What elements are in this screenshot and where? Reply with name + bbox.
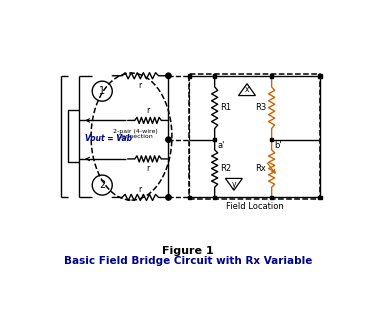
Circle shape: [166, 73, 171, 79]
Text: y: y: [232, 180, 236, 189]
Bar: [319, 196, 322, 199]
Text: Basic Field Bridge Circuit with Rx Variable: Basic Field Bridge Circuit with Rx Varia…: [63, 256, 312, 266]
Bar: [213, 196, 217, 199]
Text: Figure 1: Figure 1: [162, 246, 214, 256]
Bar: [270, 138, 273, 141]
Bar: [68, 110, 79, 162]
Bar: [319, 74, 322, 77]
Text: 2: 2: [99, 180, 105, 190]
Circle shape: [166, 195, 171, 200]
Bar: [213, 138, 217, 141]
Bar: [213, 74, 217, 77]
Text: r: r: [146, 164, 150, 173]
Text: x: x: [245, 85, 249, 94]
Text: 2-pair (4-wire)
Connection: 2-pair (4-wire) Connection: [113, 128, 158, 139]
Text: R2: R2: [220, 164, 231, 173]
Text: Field Location: Field Location: [226, 202, 284, 211]
Text: a': a': [218, 141, 225, 150]
Bar: [270, 74, 273, 77]
Text: r: r: [146, 106, 150, 115]
Bar: [188, 74, 191, 77]
Text: 1: 1: [99, 86, 105, 96]
Text: R3: R3: [255, 103, 266, 112]
Text: b: b: [70, 154, 76, 164]
Circle shape: [166, 137, 171, 142]
Text: Vout = Vab: Vout = Vab: [85, 134, 132, 143]
Text: a: a: [70, 116, 76, 125]
Bar: [189, 74, 320, 199]
Bar: [188, 196, 191, 199]
Bar: [270, 196, 273, 199]
Text: r: r: [139, 185, 142, 194]
Text: r: r: [139, 81, 142, 90]
Text: R1: R1: [220, 103, 231, 112]
Text: Rx: Rx: [255, 164, 266, 173]
Text: b': b': [275, 141, 282, 150]
Text: Excitation: Excitation: [71, 119, 77, 153]
